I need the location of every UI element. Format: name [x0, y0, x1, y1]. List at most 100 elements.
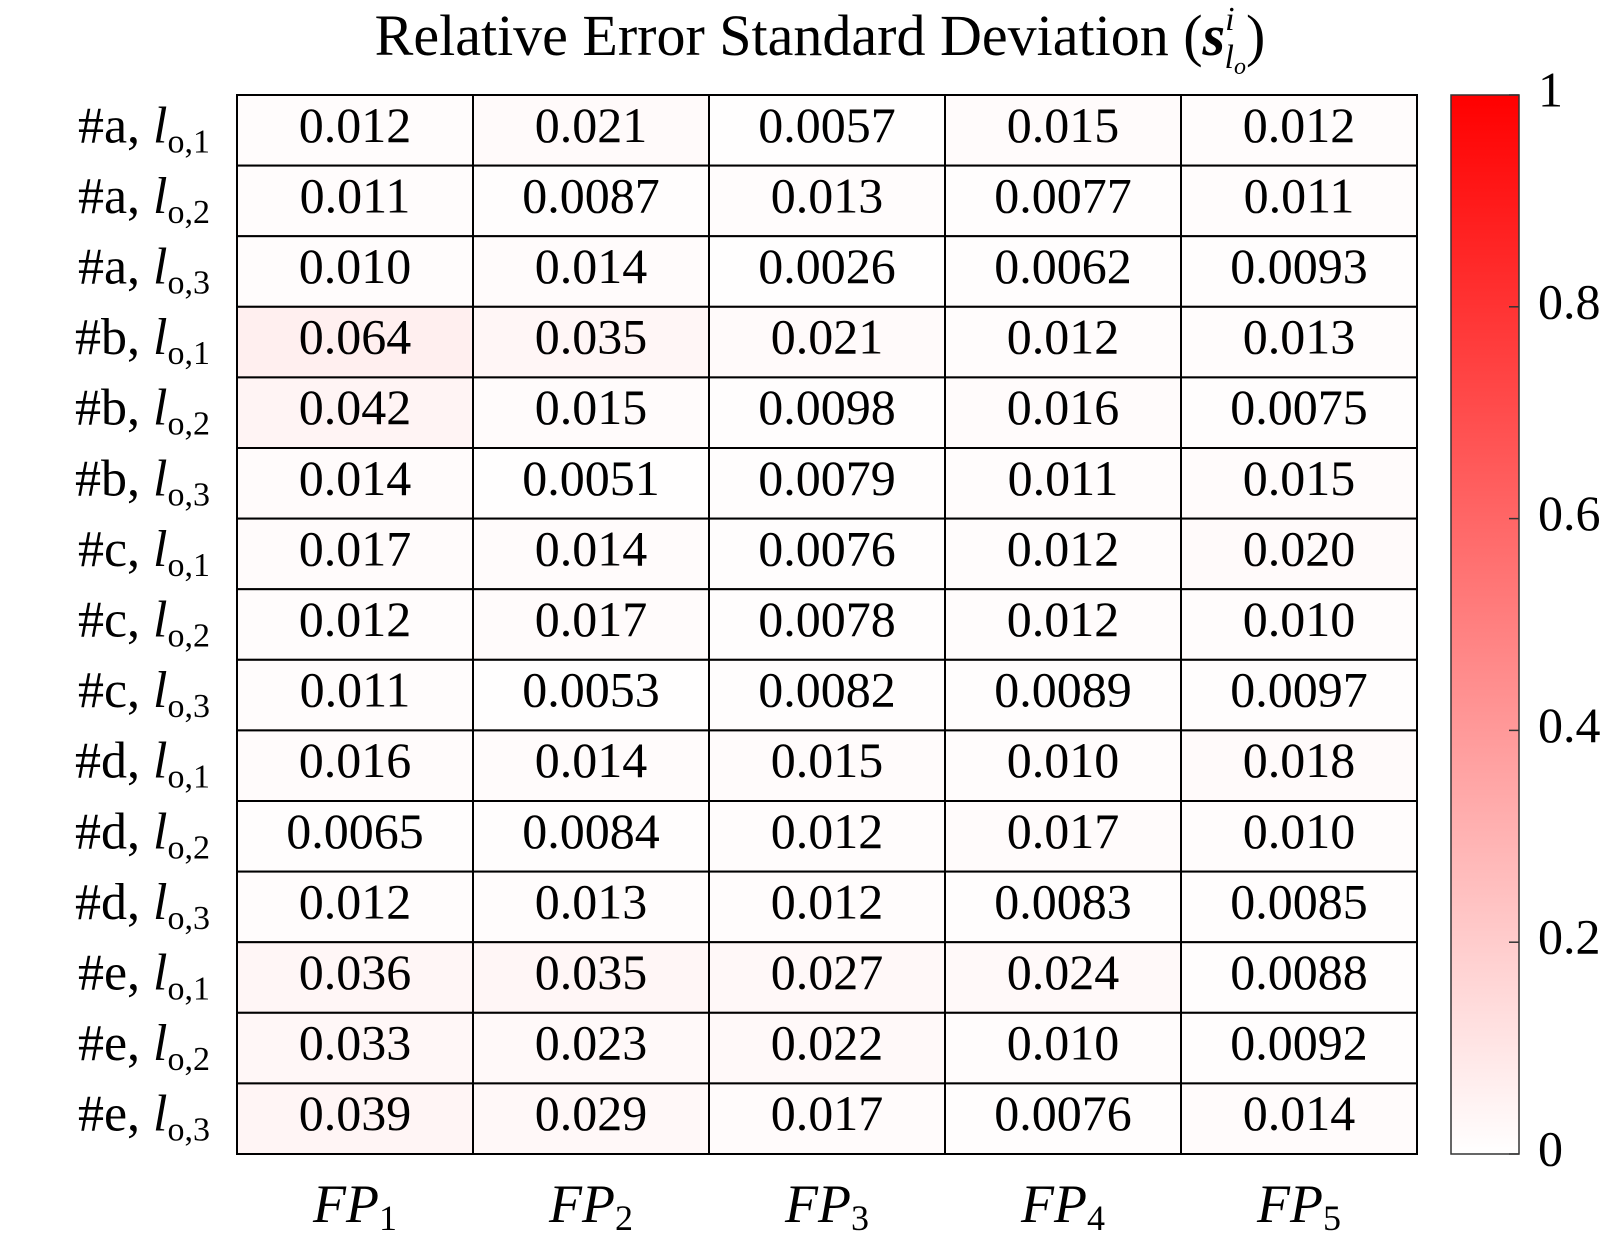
row-label: #d, lo,3	[75, 874, 210, 937]
colorbar-tick-label: 0.4	[1538, 697, 1601, 753]
heat-cell	[472, 658, 710, 732]
cell-label: 0.012	[1243, 97, 1356, 153]
col-label: FP3	[784, 1174, 869, 1238]
heat-cell	[1180, 164, 1418, 238]
title-end: )	[1246, 3, 1265, 68]
heat-cell	[944, 1011, 1182, 1085]
heat-cell	[236, 729, 474, 803]
row-group: #d,	[75, 803, 153, 860]
cell-label: 0.010	[1243, 803, 1356, 859]
title-text: Relative Error Standard Deviation (	[375, 3, 1203, 68]
row-label: #c, lo,2	[78, 591, 210, 654]
cell-label: 0.017	[1007, 803, 1120, 859]
heat-cell	[708, 1011, 946, 1085]
row-label: #e, lo,2	[78, 1015, 210, 1078]
heat-cell	[472, 305, 710, 379]
row-sub: o,2	[168, 405, 211, 442]
title-symbol: s	[1202, 3, 1226, 68]
row-label: #c, lo,3	[78, 662, 210, 725]
row-var: l	[153, 1086, 167, 1143]
row-sub: o,1	[168, 970, 211, 1007]
row-var: l	[153, 591, 167, 648]
heat-cell	[236, 800, 474, 873]
cell-label: 0.011	[300, 167, 411, 223]
row-label: #b, lo,3	[75, 450, 210, 513]
cell-label: 0.010	[1007, 732, 1120, 788]
chart-title: Relative Error Standard Deviation (si lo)	[375, 1, 1266, 80]
colorbar-tick-label: 0.8	[1538, 273, 1601, 329]
heat-cell	[1180, 376, 1418, 449]
col-label: FP2	[548, 1174, 633, 1238]
row-group: #b,	[75, 309, 153, 366]
row-var: l	[153, 733, 167, 790]
col-sub: 3	[851, 1198, 869, 1238]
row-sub: o,3	[168, 1111, 211, 1148]
cell-label: 0.017	[535, 591, 648, 647]
cell-label: 0.014	[1243, 1085, 1356, 1141]
cell-label: 0.016	[1007, 379, 1120, 435]
heat-cell	[472, 235, 710, 308]
row-group: #c,	[78, 521, 153, 578]
heat-cell	[472, 447, 710, 520]
heat-cell	[1180, 1082, 1418, 1156]
row-group: #e,	[78, 1015, 153, 1072]
cell-label: 0.014	[535, 238, 648, 294]
cell-label: 0.0065	[286, 803, 424, 859]
title-sup: i	[1225, 1, 1234, 38]
cell-label: 0.039	[299, 1085, 412, 1141]
heat-cell	[472, 1011, 710, 1085]
cell-label: 0.010	[299, 238, 412, 294]
heat-cell	[1180, 305, 1418, 379]
title-sub: l	[1225, 39, 1234, 76]
row-var: l	[153, 1015, 167, 1072]
cell-label: 0.017	[299, 520, 412, 576]
heat-cell	[944, 870, 1182, 944]
cell-label: 0.015	[535, 379, 648, 435]
cell-label: 0.015	[1243, 450, 1356, 506]
cell-label: 0.0057	[758, 97, 896, 153]
row-sub: o,1	[168, 758, 211, 795]
row-var: l	[153, 450, 167, 507]
cell-label: 0.0076	[994, 1085, 1132, 1141]
cell-label: 0.0093	[1230, 238, 1368, 294]
cell-label: 0.0097	[1230, 662, 1368, 718]
row-sub: o,2	[168, 829, 211, 866]
heat-cell	[472, 588, 710, 661]
cell-label: 0.064	[299, 309, 412, 365]
cell-label: 0.017	[771, 1085, 884, 1141]
cell-label: 0.029	[535, 1085, 648, 1141]
cell-label: 0.011	[300, 662, 411, 718]
row-var: l	[153, 874, 167, 931]
row-var: l	[153, 662, 167, 719]
col-label: FP4	[1020, 1174, 1105, 1238]
cell-label: 0.012	[771, 803, 884, 859]
row-var: l	[153, 238, 167, 295]
cell-label: 0.0088	[1230, 944, 1368, 1000]
heat-cell	[472, 1082, 710, 1156]
row-label: #d, lo,2	[75, 803, 210, 866]
row-label: #c, lo,1	[78, 521, 210, 584]
cell-label: 0.012	[1007, 520, 1120, 576]
row-label: #e, lo,1	[78, 944, 210, 1007]
heat-cell	[944, 305, 1182, 379]
heat-cell	[944, 800, 1182, 873]
title-subsub: o	[1234, 54, 1246, 80]
heat-cell	[236, 941, 474, 1014]
row-label: #a, lo,3	[78, 238, 210, 301]
row-group: #b,	[75, 450, 153, 507]
row-sub: o,1	[168, 123, 211, 160]
cell-label: 0.014	[535, 520, 648, 576]
row-var: l	[153, 97, 167, 154]
cell-label: 0.0087	[522, 167, 660, 223]
row-sub: o,2	[168, 194, 211, 231]
cell-label: 0.013	[771, 167, 884, 223]
row-var: l	[153, 380, 167, 437]
cell-label: 0.020	[1243, 520, 1356, 576]
cell-label: 0.0075	[1230, 379, 1368, 435]
cell-label: 0.0098	[758, 379, 896, 435]
cell-label: 0.0078	[758, 591, 896, 647]
cell-label: 0.027	[771, 944, 884, 1000]
heat-cell	[1180, 658, 1418, 732]
